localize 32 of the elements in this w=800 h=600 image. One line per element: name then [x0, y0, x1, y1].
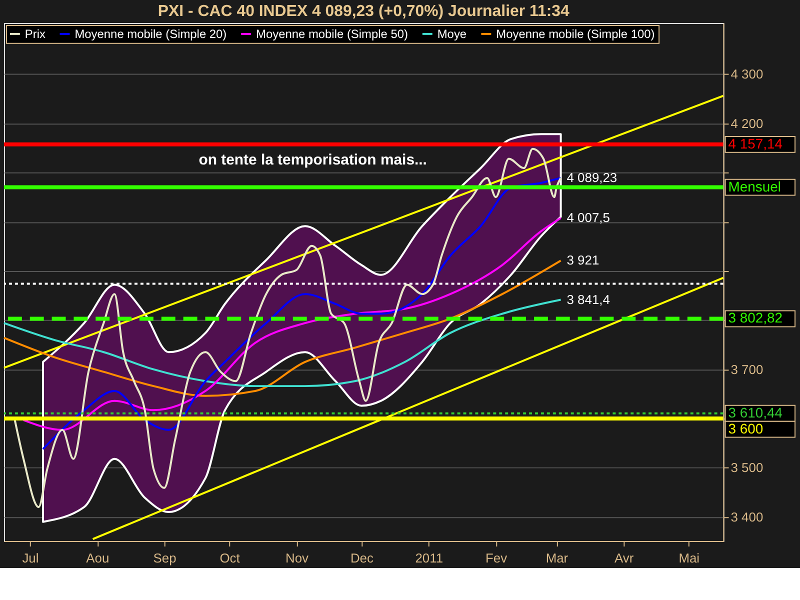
ref-line-label: Mensuel: [728, 178, 781, 194]
ref-line-label: 4 157,14: [728, 135, 783, 152]
x-tick-label: Mai: [678, 550, 700, 566]
x-tick-label: Avr: [614, 550, 634, 566]
annotation: 4 007,5: [566, 210, 610, 226]
x-tick-label: Oct: [220, 550, 240, 566]
legend-label: Prix: [24, 26, 46, 41]
x-tick-label: Fev: [486, 550, 508, 566]
legend-label: Moyenne mobile (Simple 20): [74, 26, 227, 41]
x-tick-label: Dec: [350, 550, 374, 566]
annotation: 3 921: [566, 252, 600, 268]
legend-label: Moyenne mobile (Simple 50): [256, 26, 408, 41]
y-tick-label: 4 300: [730, 66, 764, 82]
x-tick-label: 2011: [415, 550, 444, 566]
y-tick-label: 3 500: [730, 460, 764, 476]
annotation: 4 089,23: [566, 170, 618, 185]
y-tick-label: 3 700: [730, 362, 764, 377]
y-tick-label: 3 400: [730, 509, 764, 524]
x-tick-label: Sep: [153, 550, 176, 566]
x-tick-label: Jul: [22, 550, 39, 566]
legend-label: Moyenne mobile (Simple 100): [496, 26, 655, 41]
chart-title: PXI - CAC 40 INDEX 4 089,23 (+0,70%) Journalier 11:34: [158, 3, 570, 20]
y-tick-label: 4 200: [730, 116, 764, 131]
legend-label: Moye: [437, 26, 467, 41]
ref-line-label: 3 600: [728, 420, 764, 436]
annotation: on tente la temporisation mais...: [198, 151, 427, 168]
annotation: 3 841,4: [566, 292, 610, 307]
x-tick-label: Nov: [285, 550, 309, 566]
ref-line-label: 3 610,44: [728, 404, 783, 420]
ref-line-label: 3 802,82: [728, 310, 783, 326]
x-tick-label: Aou: [86, 550, 110, 566]
x-tick-label: Mar: [546, 550, 569, 566]
